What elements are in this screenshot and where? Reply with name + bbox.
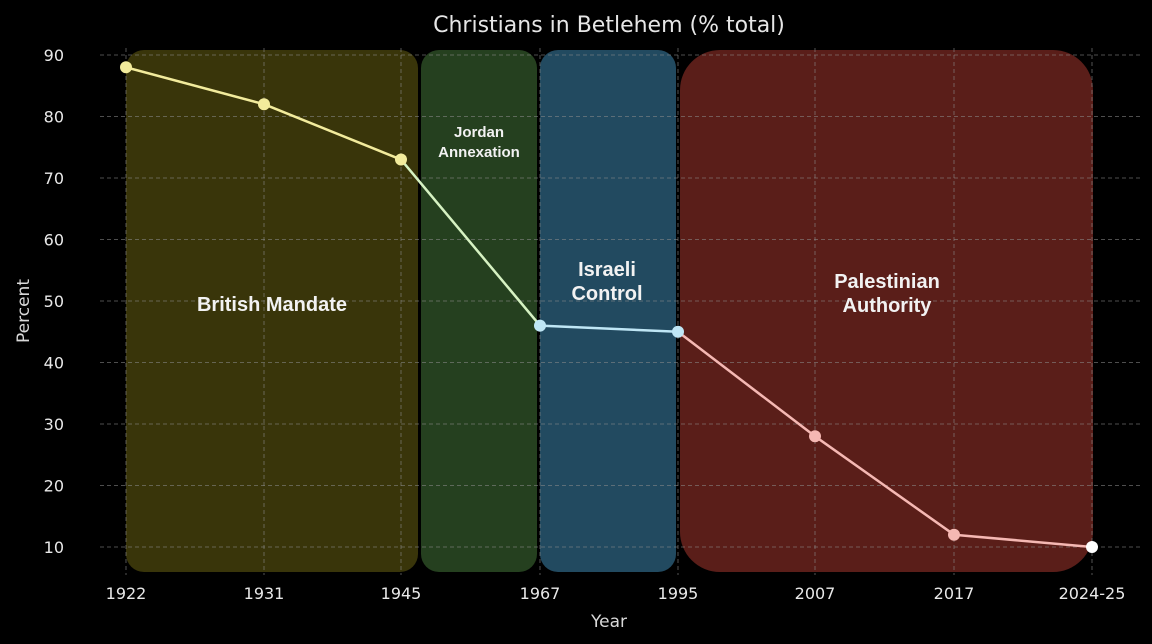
y-tick-label: 60 — [44, 231, 64, 250]
x-tick-label: 2017 — [934, 584, 975, 603]
grid-lines — [100, 48, 1140, 575]
data-point — [120, 61, 132, 74]
period-region — [680, 50, 1093, 572]
y-tick-label: 70 — [44, 169, 64, 188]
series-line-segment — [676, 330, 817, 438]
period-regions — [126, 50, 1093, 572]
x-tick-label: 2007 — [795, 584, 836, 603]
period-label: Israeli Control — [571, 259, 642, 305]
data-point — [534, 319, 546, 332]
series-line-segment — [952, 533, 1094, 549]
data-point — [809, 430, 821, 443]
data-point — [1086, 541, 1098, 553]
y-tick-label: 40 — [44, 354, 64, 373]
y-tick-label: 90 — [44, 46, 64, 65]
series-line-segment — [538, 324, 680, 333]
y-axis-ticks: 10 20 30 40 50 60 70 80 90 — [44, 46, 64, 557]
data-point — [672, 325, 684, 338]
data-series — [120, 61, 1098, 553]
period-label: Palestinian Authority — [834, 271, 940, 317]
series-line-segment — [399, 158, 542, 327]
series-line-segment — [124, 66, 266, 106]
period-region — [421, 50, 537, 572]
x-tick-label: 1931 — [244, 584, 285, 603]
data-point — [395, 153, 407, 166]
y-tick-label: 50 — [44, 292, 64, 311]
x-tick-label: 1922 — [106, 584, 147, 603]
y-axis-label: Percent — [14, 279, 34, 343]
period-region — [540, 50, 676, 572]
data-point — [948, 528, 960, 541]
y-tick-label: 20 — [44, 477, 64, 496]
x-tick-label: 2024-25 — [1059, 584, 1126, 603]
series-line-segment — [813, 435, 956, 536]
period-labels: British Mandate Jordan Annexation Israeli Co… — [197, 124, 940, 317]
y-tick-label: 10 — [44, 538, 64, 557]
series-line-segment — [262, 102, 403, 161]
x-tick-label: 1967 — [520, 584, 561, 603]
data-point — [258, 98, 270, 111]
y-tick-label: 30 — [44, 415, 64, 434]
period-label: British Mandate — [197, 294, 347, 316]
period-region — [126, 50, 418, 572]
period-label: Jordan Annexation — [438, 124, 520, 161]
y-tick-label: 80 — [44, 108, 64, 127]
chart-title: Christians in Betlehem (% total) — [433, 13, 785, 38]
x-axis-label: Year — [590, 612, 627, 632]
x-axis-ticks: 1922 1931 1945 1967 1995 2007 2017 2024-25 — [106, 584, 1126, 603]
x-tick-label: 1945 — [381, 584, 422, 603]
x-tick-label: 1995 — [658, 584, 699, 603]
